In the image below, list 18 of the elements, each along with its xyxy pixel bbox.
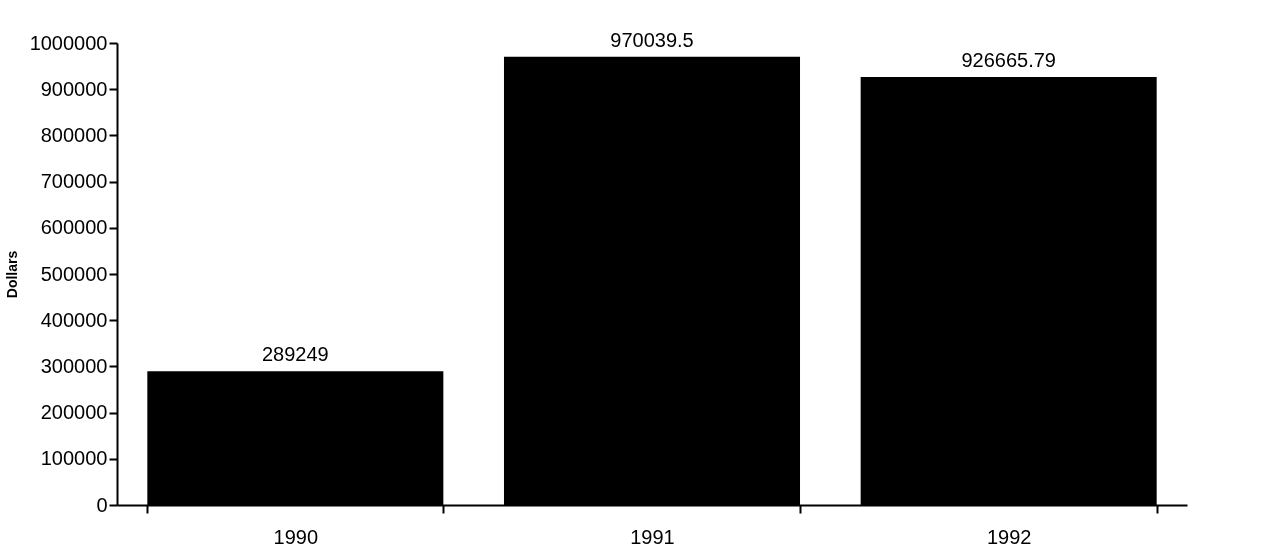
y-tick-label: 700000 bbox=[40, 170, 108, 193]
y-tick-label: 100000 bbox=[40, 447, 108, 470]
data-label: 289249 bbox=[261, 343, 329, 366]
y-tick-label: 0 bbox=[96, 493, 108, 516]
x-tick-label: 1991 bbox=[630, 525, 675, 548]
y-tick-label: 500000 bbox=[40, 262, 108, 285]
y-tick-label: 600000 bbox=[40, 216, 108, 239]
x-tick-label: 1992 bbox=[986, 525, 1032, 548]
data-label: 926665.79 bbox=[961, 48, 1056, 71]
y-axis-title: Dollars bbox=[3, 250, 20, 299]
y-tick-label: 300000 bbox=[40, 354, 108, 377]
y-tick-label: 1000000 bbox=[29, 31, 108, 54]
y-tick-label: 900000 bbox=[40, 77, 108, 100]
x-tick-label: 1990 bbox=[273, 525, 319, 548]
y-tick-label: 800000 bbox=[40, 123, 108, 146]
y-tick-label: 400000 bbox=[40, 308, 108, 331]
data-label: 970039.5 bbox=[610, 28, 694, 51]
y-tick-label: 200000 bbox=[40, 401, 108, 424]
